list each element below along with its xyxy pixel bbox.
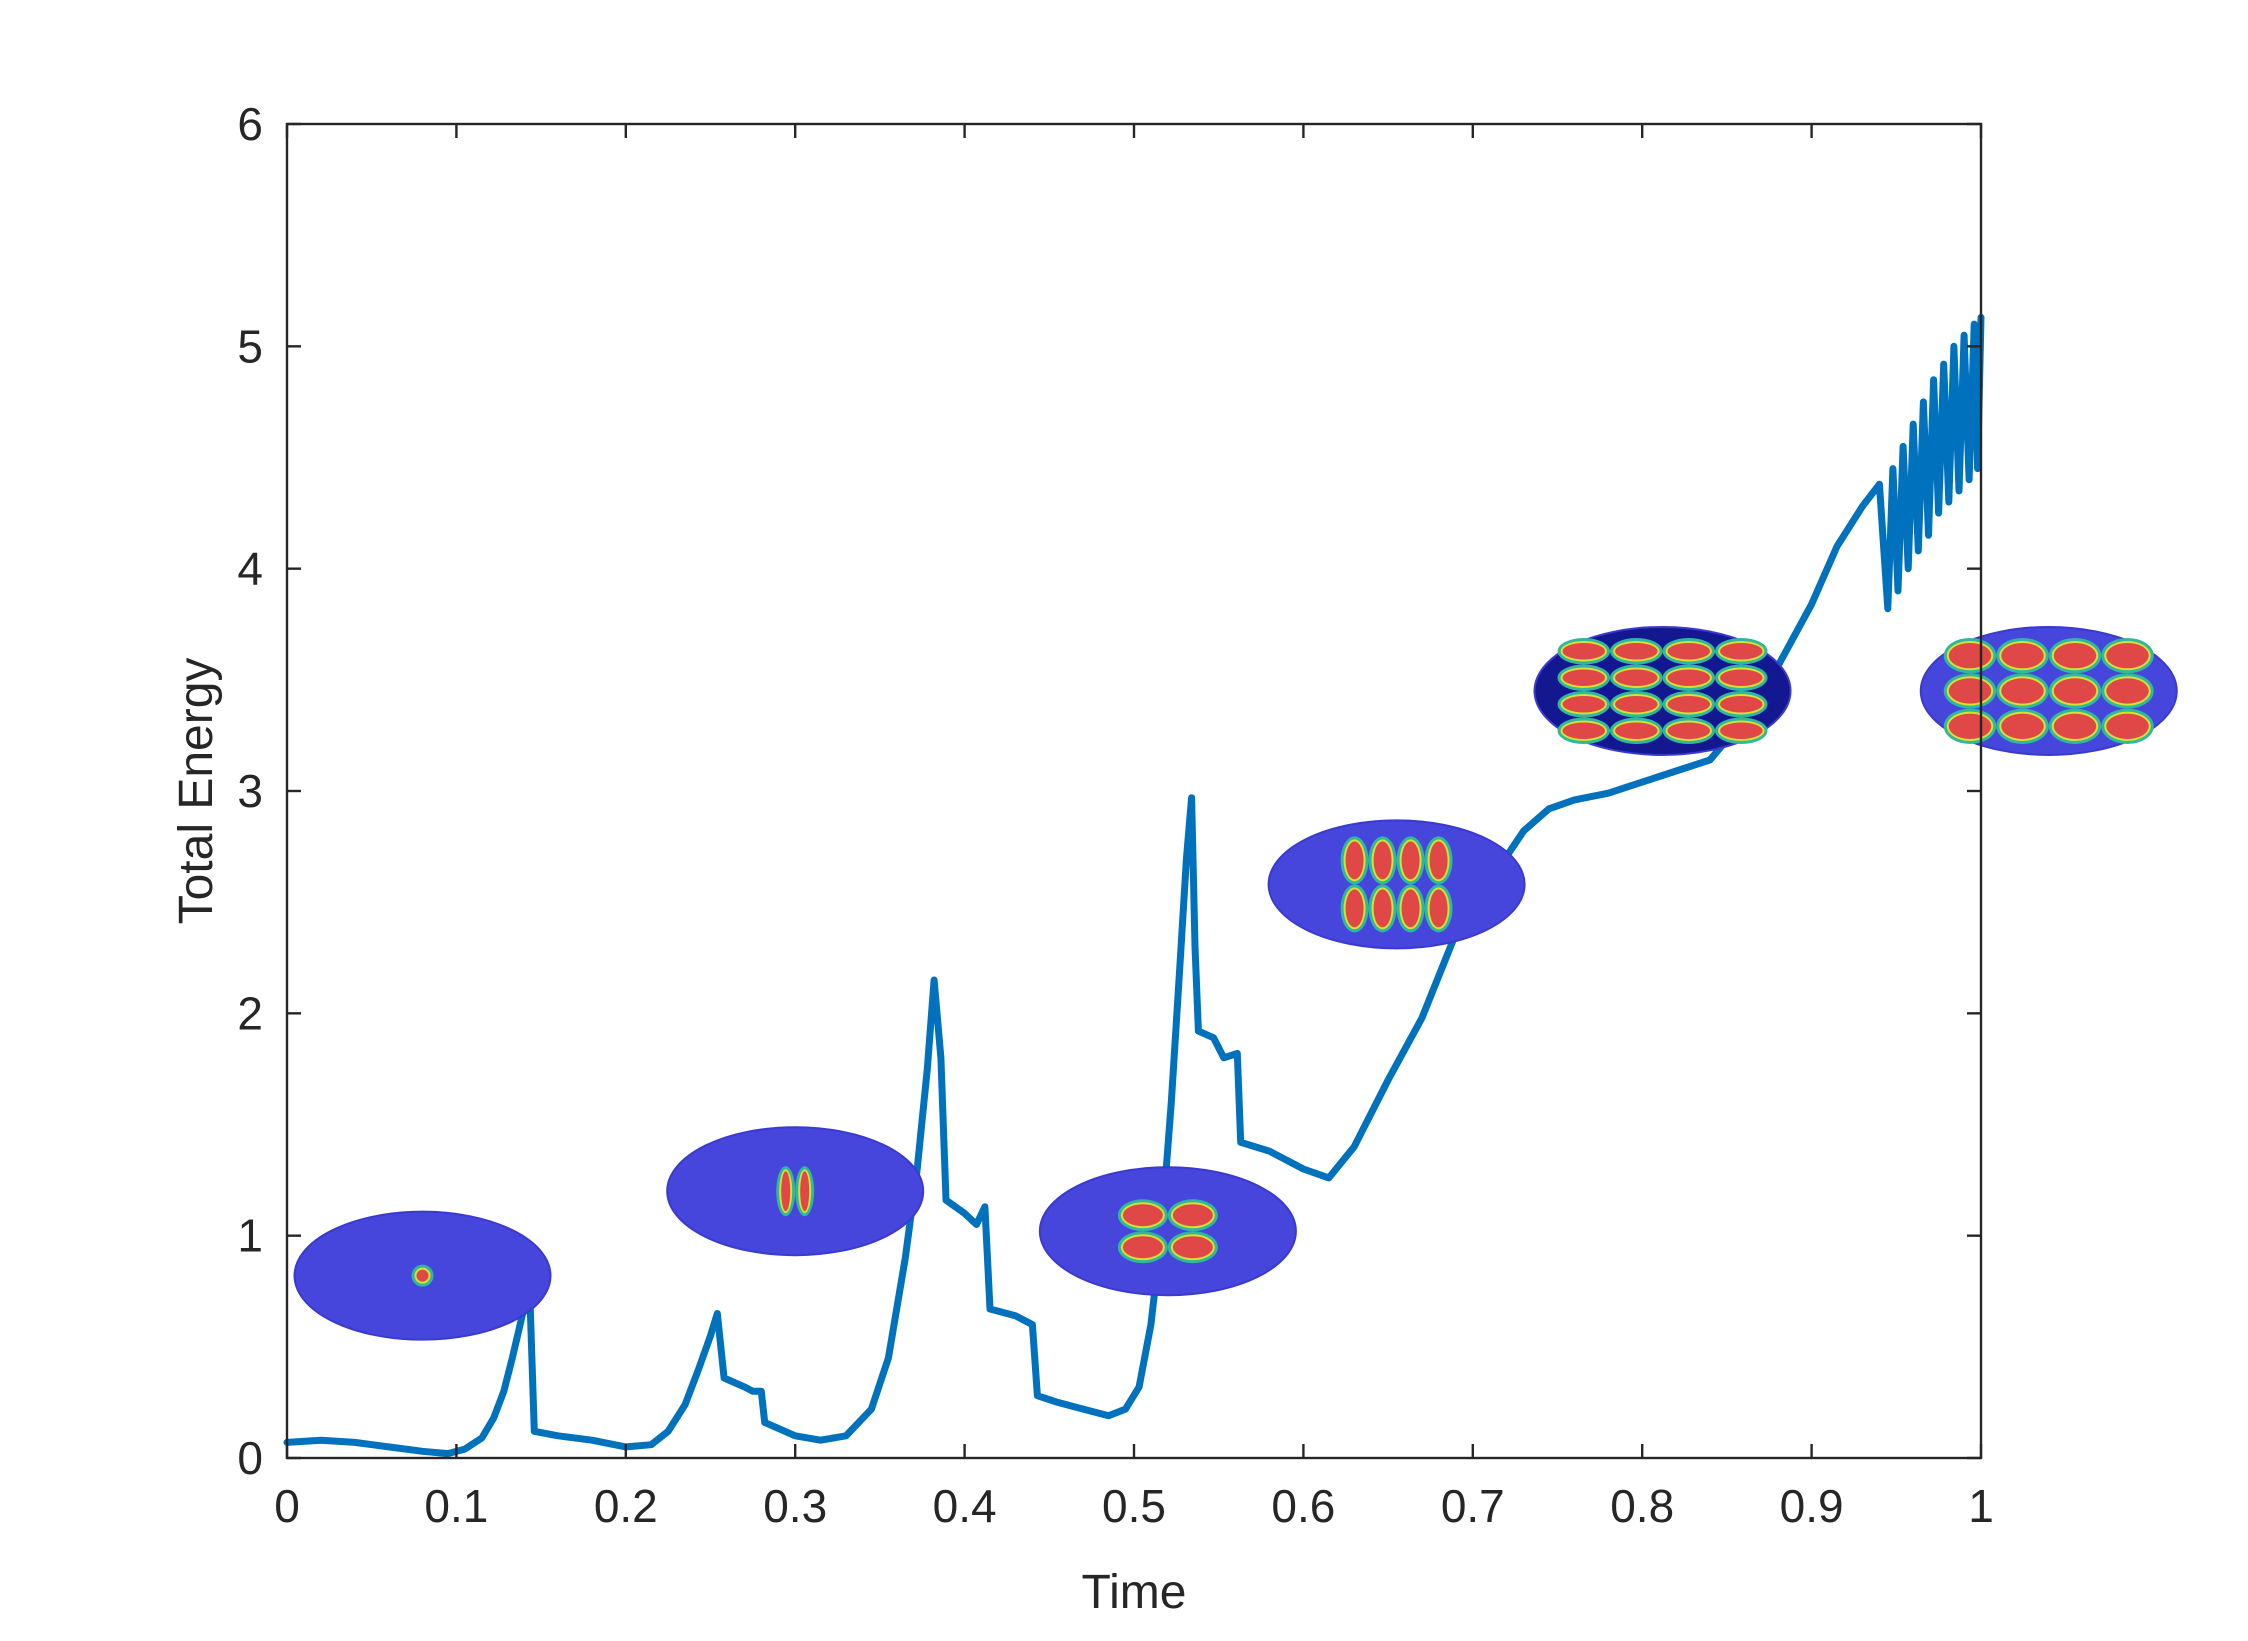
y-tick-label: 4: [237, 543, 263, 595]
cell-body: [2001, 678, 2044, 704]
inset-background: [1267, 819, 1526, 950]
cell-body: [781, 1171, 791, 1212]
cell-body: [1720, 669, 1763, 686]
cell-body: [416, 1269, 429, 1282]
y-tick-label: 1: [237, 1210, 263, 1262]
cell-body: [1667, 695, 1711, 713]
y-tick-label: 0: [237, 1432, 263, 1484]
cell-stage-4: [1038, 1166, 1297, 1297]
cell-stage-1: [293, 1210, 552, 1341]
cell-body: [1720, 695, 1763, 713]
cell-body: [1667, 722, 1711, 739]
cell-body: [1720, 722, 1763, 739]
cell-body: [1345, 841, 1364, 880]
x-tick-label: 1: [1968, 1480, 1994, 1532]
cell-body: [1172, 1204, 1213, 1227]
cell-body: [1122, 1236, 1163, 1259]
cell-body: [1948, 642, 1992, 669]
cell-body: [1562, 642, 1606, 660]
inset-background: [1038, 1166, 1297, 1297]
cell-body: [1667, 669, 1711, 686]
cell-body: [1562, 722, 1606, 739]
cell-body: [1401, 841, 1420, 880]
cell-body: [1373, 889, 1392, 928]
cell-body: [2001, 713, 2044, 739]
y-tick-label: 6: [237, 98, 263, 150]
cell-body: [1345, 889, 1364, 928]
cell-body: [800, 1171, 810, 1212]
cell-body: [2053, 678, 2097, 704]
x-tick-label: 0.2: [594, 1480, 658, 1532]
cell-body: [1373, 841, 1392, 880]
cell-stage-16: [1533, 625, 1792, 756]
axes: Time Total Energy 0 0.1 0.2 0.3 0.4 0.5 0.6 0.7…: [170, 98, 1994, 1619]
cell-body: [2106, 713, 2149, 739]
x-tick-label: 0.5: [1102, 1480, 1166, 1532]
cell-body: [1172, 1236, 1213, 1259]
cell-body: [1429, 841, 1448, 880]
x-tick-label: 0: [274, 1480, 300, 1532]
cell-body: [1562, 669, 1606, 686]
x-tick-label: 0.1: [424, 1480, 488, 1532]
cell-body: [1562, 695, 1606, 713]
x-tick-label: 0.8: [1610, 1480, 1674, 1532]
cell-stage-16b: [1919, 625, 2178, 756]
cell-body: [1122, 1204, 1163, 1227]
y-tick-label: 3: [237, 765, 263, 817]
y-tick-label: 2: [237, 987, 263, 1039]
y-tick-label: 5: [237, 320, 263, 372]
x-tick-label: 0.7: [1441, 1480, 1505, 1532]
cell-body: [2053, 713, 2097, 739]
cell-body: [2001, 642, 2044, 669]
cell-body: [1720, 642, 1763, 660]
cell-body: [1667, 642, 1711, 660]
cell-body: [1948, 713, 1992, 739]
x-axis-title: Time: [1082, 1566, 1187, 1619]
cell-body: [2053, 642, 2097, 669]
cell-body: [1615, 669, 1658, 686]
cell-body: [1429, 889, 1448, 928]
x-tick-label: 0.6: [1271, 1480, 1335, 1532]
x-tick-label: 0.3: [763, 1480, 827, 1532]
cell-body: [1401, 889, 1420, 928]
cell-body: [1615, 722, 1658, 739]
cell-inset-images: [293, 625, 2178, 1341]
cell-body: [1948, 678, 1992, 704]
cell-body: [1615, 695, 1658, 713]
cell-stage-8: [1267, 819, 1526, 950]
cell-body: [1615, 642, 1658, 660]
cell-stage-2: [666, 1126, 925, 1257]
y-axis-title: Total Energy: [170, 658, 223, 925]
x-tick-label: 0.4: [933, 1480, 997, 1532]
cell-body: [2106, 678, 2149, 704]
cell-body: [2106, 642, 2149, 669]
x-tick-label: 0.9: [1780, 1480, 1844, 1532]
